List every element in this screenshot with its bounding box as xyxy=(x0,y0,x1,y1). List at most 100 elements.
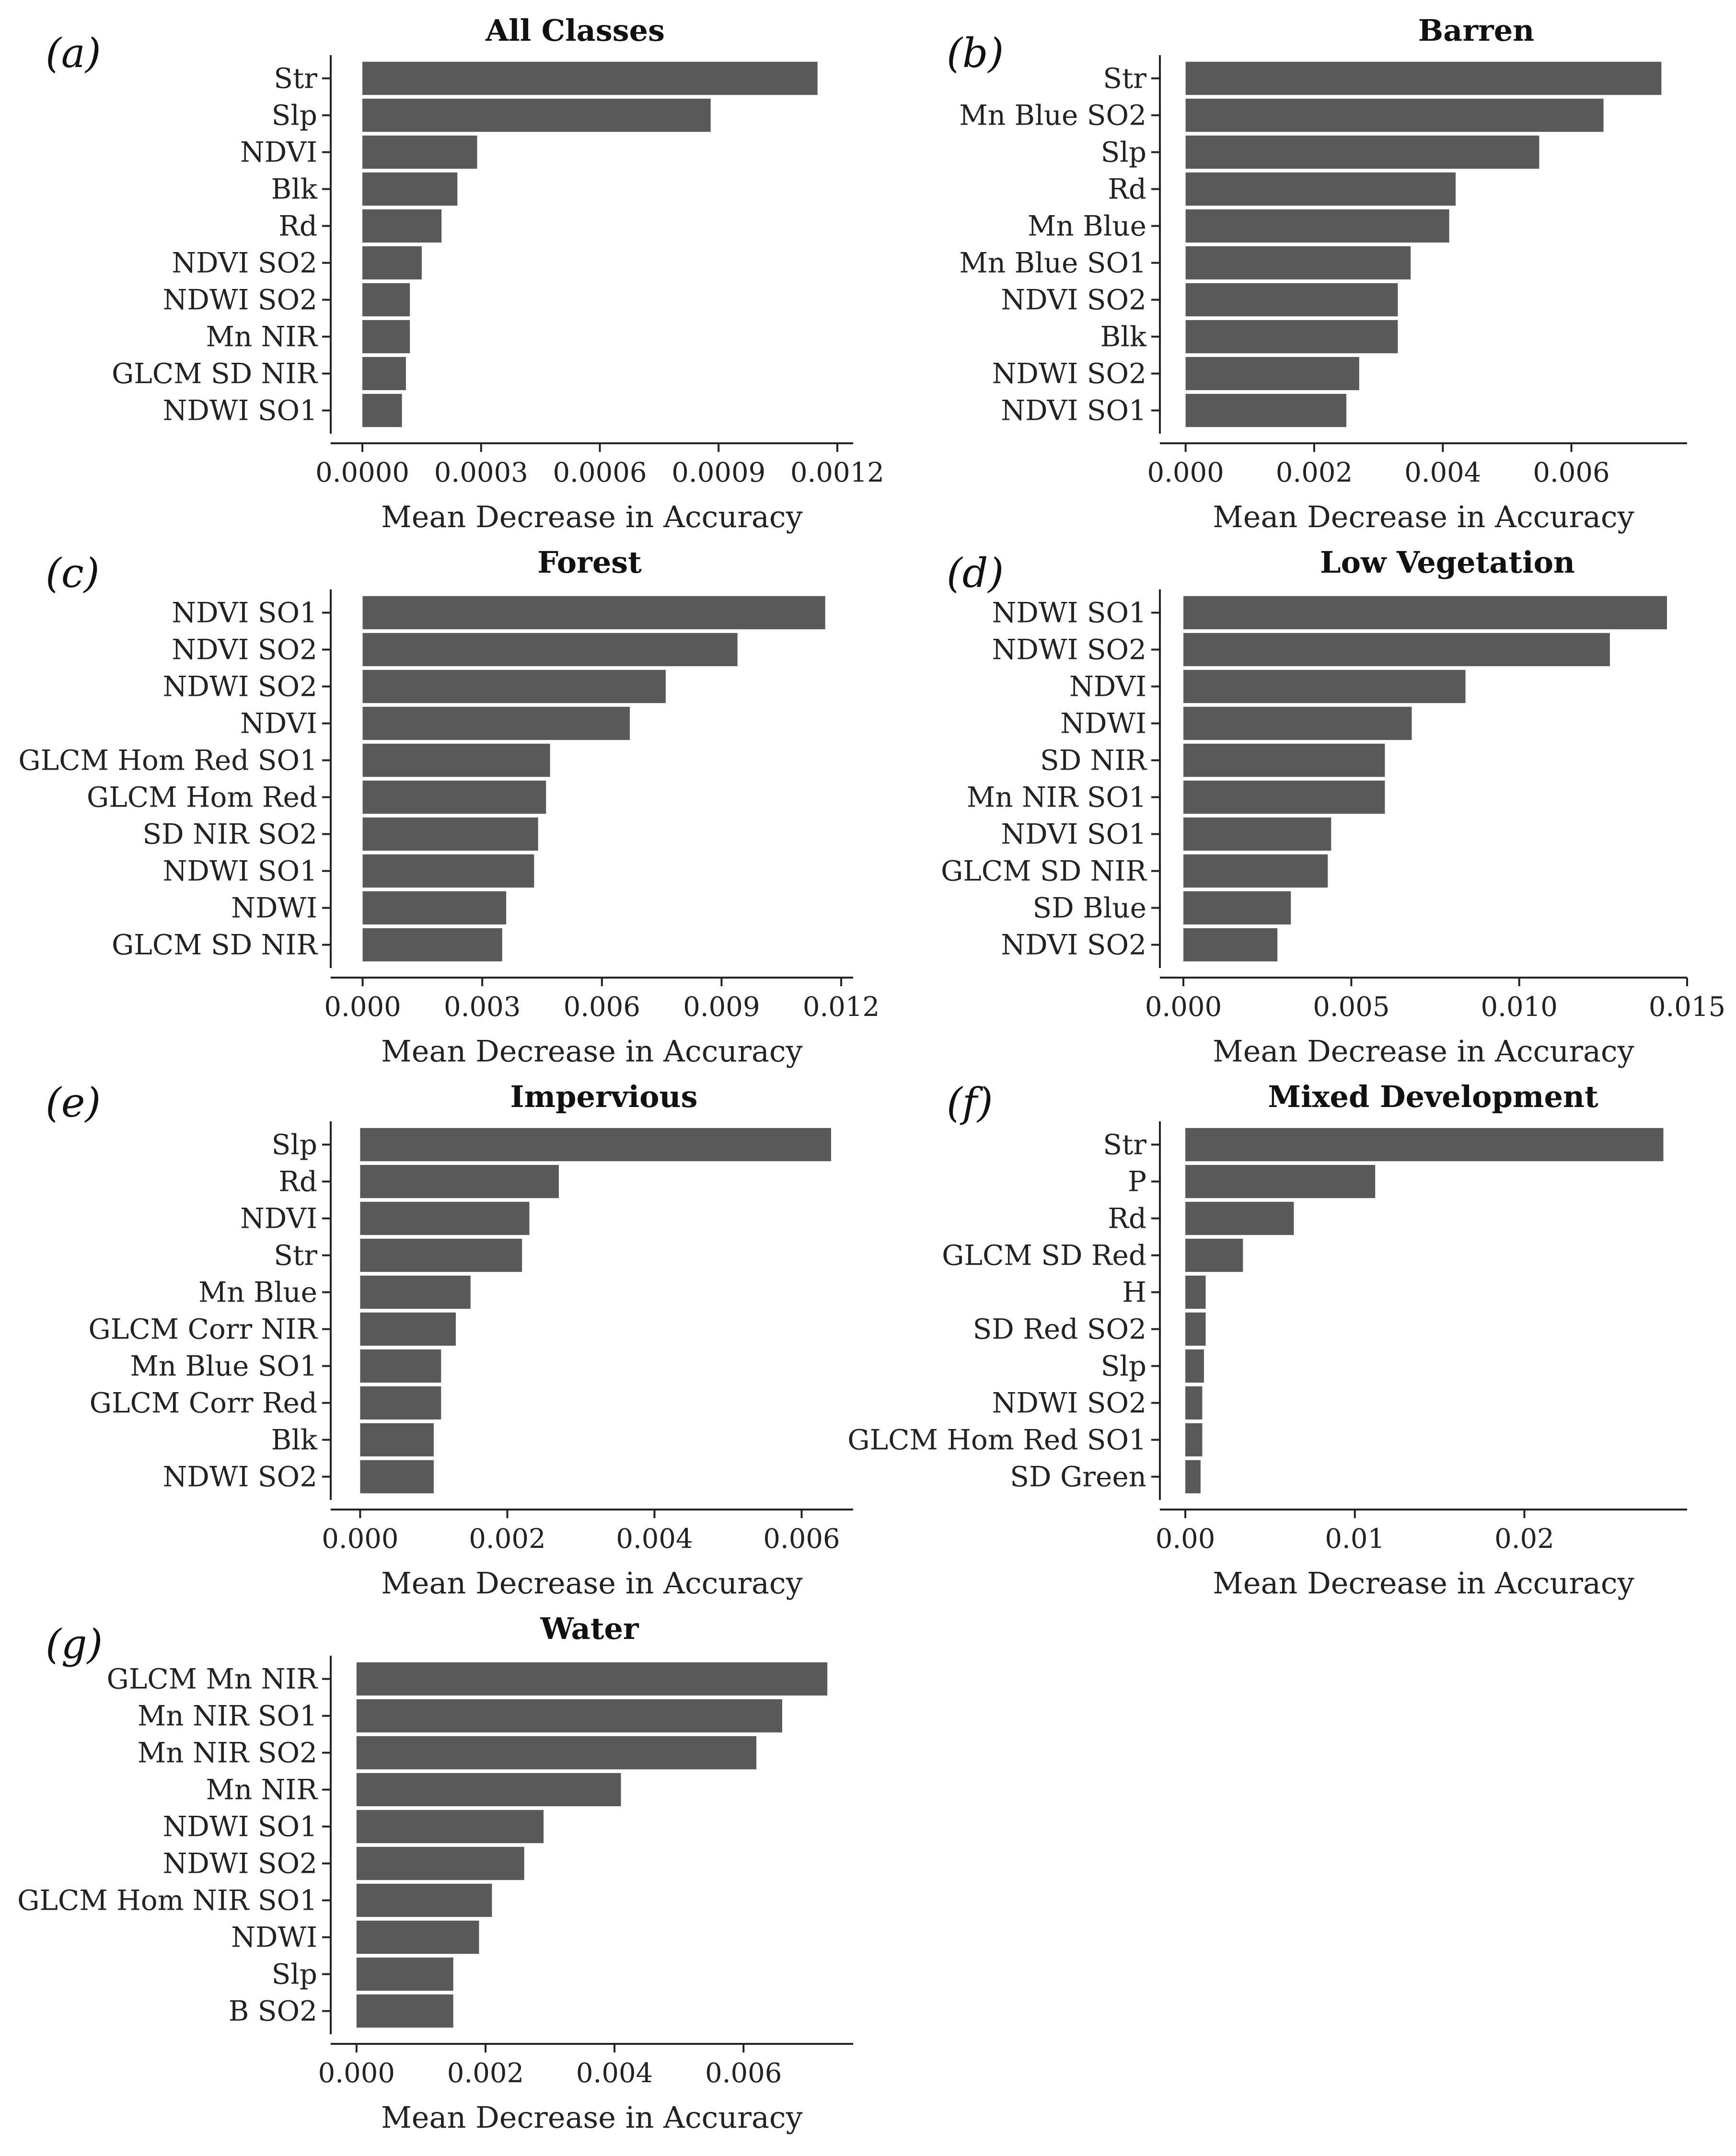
x-axis-label: Mean Decrease in Accuracy xyxy=(381,2100,802,2135)
bar xyxy=(1185,172,1456,206)
category-label: Str xyxy=(1103,62,1146,95)
panel-letter: (c) xyxy=(46,550,100,597)
bar xyxy=(1185,393,1347,427)
bar xyxy=(356,1883,492,1917)
category-label: Rd xyxy=(1108,1202,1146,1235)
category-label: NDWI SO2 xyxy=(163,670,317,703)
bar xyxy=(362,928,502,962)
x-tick-label: 0.012 xyxy=(803,992,880,1023)
bar xyxy=(360,1349,441,1383)
panel-title: Mixed Development xyxy=(1268,1079,1598,1114)
category-label: NDWI SO2 xyxy=(992,634,1146,666)
panel-letter: (d) xyxy=(947,550,1004,597)
x-tick-label: 0.009 xyxy=(683,992,760,1023)
bar xyxy=(360,1423,434,1457)
bar xyxy=(360,1128,831,1162)
category-label: SD NIR SO2 xyxy=(142,818,317,851)
category-label: GLCM Corr Red xyxy=(90,1387,317,1419)
x-tick-label: 0.004 xyxy=(1404,457,1481,488)
category-label: Slp xyxy=(1101,136,1146,169)
x-tick-label: 0.000 xyxy=(324,992,401,1023)
x-tick-label: 0.002 xyxy=(1276,457,1353,488)
category-label: GLCM SD NIR xyxy=(941,855,1147,888)
bar xyxy=(1183,706,1412,740)
x-tick-label: 0.005 xyxy=(1313,992,1389,1023)
category-label: NDWI SO2 xyxy=(163,1847,317,1880)
panel-title: All Classes xyxy=(485,13,665,48)
panel-letter: (f) xyxy=(947,1079,993,1126)
x-tick-label: 0.004 xyxy=(616,1523,693,1555)
panel-letter: (a) xyxy=(46,30,101,77)
category-label: NDWI xyxy=(1060,707,1146,740)
category-label: NDWI xyxy=(231,1921,317,1954)
bar xyxy=(362,98,711,132)
category-label: Mn Blue SO2 xyxy=(959,99,1146,132)
bar xyxy=(1183,743,1385,777)
bar xyxy=(362,246,422,280)
bar xyxy=(1185,1164,1376,1199)
category-label: NDVI SO1 xyxy=(1001,394,1146,427)
category-label: NDWI SO1 xyxy=(163,855,317,888)
category-label: NDWI SO1 xyxy=(992,597,1146,629)
bar xyxy=(362,209,442,243)
x-axis-label: Mean Decrease in Accuracy xyxy=(381,1034,802,1069)
category-label: NDVI SO1 xyxy=(1001,818,1146,851)
panel-letter: (g) xyxy=(46,1621,103,1668)
bar xyxy=(1185,1201,1294,1235)
bar xyxy=(1185,135,1539,169)
category-label: NDVI SO2 xyxy=(172,247,317,279)
category-label: Mn NIR xyxy=(206,1774,318,1806)
category-label: NDVI xyxy=(240,136,317,169)
bar xyxy=(1185,1238,1243,1272)
bar xyxy=(360,1164,559,1199)
x-tick-label: 0.0003 xyxy=(434,457,528,488)
category-label: SD NIR xyxy=(1040,744,1147,777)
bar xyxy=(360,1238,522,1272)
bar xyxy=(1185,246,1411,280)
category-label: NDWI SO2 xyxy=(992,1387,1146,1419)
bar xyxy=(360,1386,441,1420)
category-label: Rd xyxy=(278,1165,317,1198)
category-label: Str xyxy=(274,62,317,95)
bar xyxy=(1183,928,1278,962)
category-label: NDVI SO2 xyxy=(172,634,317,666)
category-label: P xyxy=(1128,1165,1146,1198)
category-label: Mn Blue SO1 xyxy=(130,1350,317,1383)
x-tick-label: 0.015 xyxy=(1649,992,1725,1023)
x-tick-label: 0.01 xyxy=(1325,1523,1385,1555)
bar xyxy=(1185,98,1604,132)
category-label: NDWI SO2 xyxy=(163,1461,317,1493)
x-tick-label: 0.0000 xyxy=(315,457,409,488)
bar xyxy=(356,1810,544,1844)
chart-panel-5: (f) Mixed Development Str P Rd GLCM SD Red H SD… xyxy=(847,1079,1687,1601)
bar xyxy=(360,1460,434,1494)
category-label: GLCM Hom Red SO1 xyxy=(18,744,317,777)
x-axis-label: Mean Decrease in Accuracy xyxy=(1213,1034,1634,1069)
category-label: Rd xyxy=(278,210,317,242)
bar xyxy=(362,283,410,317)
bar xyxy=(356,1957,453,1991)
category-label: Mn NIR SO1 xyxy=(138,1700,317,1732)
bar xyxy=(362,320,410,354)
category-label: NDWI SO1 xyxy=(163,1810,317,1843)
panel-title: Water xyxy=(540,1611,639,1646)
bar xyxy=(362,669,666,703)
x-tick-label: 0.0012 xyxy=(790,457,884,488)
category-label: Slp xyxy=(272,99,317,132)
x-tick-label: 0.006 xyxy=(763,1523,840,1555)
category-label: Mn Blue xyxy=(198,1276,317,1309)
bar xyxy=(362,743,550,777)
category-label: GLCM SD NIR xyxy=(112,929,318,961)
category-label: GLCM Hom NIR SO1 xyxy=(17,1884,317,1917)
bar xyxy=(356,1736,757,1770)
category-label: Slp xyxy=(272,1958,317,1991)
bar xyxy=(362,172,458,206)
category-label: Mn Blue xyxy=(1028,210,1146,242)
category-label: Mn Blue SO1 xyxy=(959,247,1146,279)
category-label: Mn NIR SO1 xyxy=(967,781,1146,814)
x-tick-label: 0.02 xyxy=(1494,1523,1554,1555)
x-tick-label: 0.006 xyxy=(564,992,640,1023)
bar xyxy=(362,357,406,391)
category-label: Rd xyxy=(1108,173,1146,206)
